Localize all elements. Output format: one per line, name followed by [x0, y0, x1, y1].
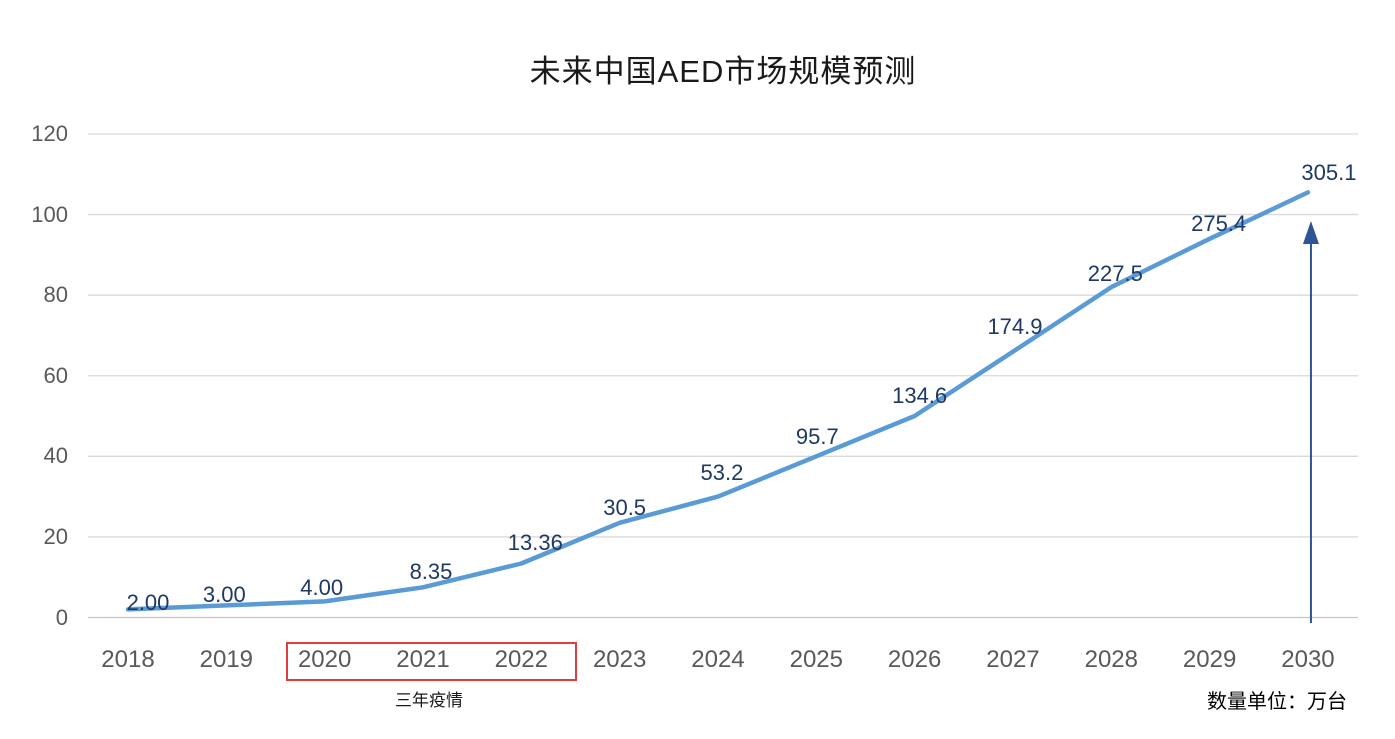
y-tick-label-40: 40 — [43, 443, 68, 469]
pandemic-annotation-label: 三年疫情 — [395, 691, 463, 710]
x-tick-label-2019: 2019 — [199, 646, 254, 673]
data-label-2027: 174.9 — [987, 313, 1043, 339]
data-label-2029: 275.4 — [1191, 210, 1247, 236]
unit-note: 数量单位：万台 — [1207, 691, 1347, 713]
growth-arrow — [1302, 221, 1319, 623]
data-label-2018: 2.00 — [126, 590, 170, 616]
x-tick-label-2028: 2028 — [1084, 646, 1138, 673]
y-tick-label-20: 20 — [43, 523, 68, 549]
data-label-2023: 30.5 — [603, 494, 647, 520]
gridlines — [88, 133, 1358, 619]
y-tick-label-80: 80 — [43, 282, 68, 308]
x-tick-label-2026: 2026 — [887, 646, 942, 673]
market-size-line — [125, 190, 1311, 612]
x-tick-label-2018: 2018 — [101, 646, 155, 673]
y-tick-label-0: 0 — [55, 604, 68, 630]
y-tick-label-120: 120 — [31, 121, 68, 146]
pandemic-years-highlight-box — [286, 642, 577, 681]
data-label-2030: 305.1 — [1301, 160, 1357, 186]
data-label-2028: 227.5 — [1087, 261, 1143, 287]
data-label-2019: 3.00 — [202, 582, 246, 608]
growth-arrow-head-icon — [1302, 221, 1319, 244]
x-tick-label-2023: 2023 — [592, 646, 647, 673]
data-label-2024: 53.2 — [700, 459, 744, 485]
x-tick-label-2024: 2024 — [691, 646, 745, 673]
data-label-2026: 134.6 — [892, 383, 948, 409]
data-label-2022: 13.36 — [507, 529, 563, 555]
data-label-2021: 8.35 — [409, 559, 453, 585]
x-tick-label-2025: 2025 — [789, 646, 843, 673]
x-tick-label-2027: 2027 — [986, 646, 1040, 673]
y-tick-label-60: 60 — [43, 362, 68, 388]
x-tick-label-2021: 2021 — [396, 646, 450, 673]
y-tick-label-100: 100 — [31, 201, 68, 227]
data-label-2025: 95.7 — [795, 424, 839, 450]
data-label-2020: 4.00 — [300, 575, 344, 601]
chart-title: 未来中国AED市场规模预测 — [529, 54, 917, 89]
x-tick-label-2029: 2029 — [1182, 646, 1237, 673]
x-tick-label-2020: 2020 — [297, 646, 352, 673]
x-tick-label-2030: 2030 — [1281, 646, 1335, 673]
x-tick-label-2022: 2022 — [494, 646, 548, 673]
